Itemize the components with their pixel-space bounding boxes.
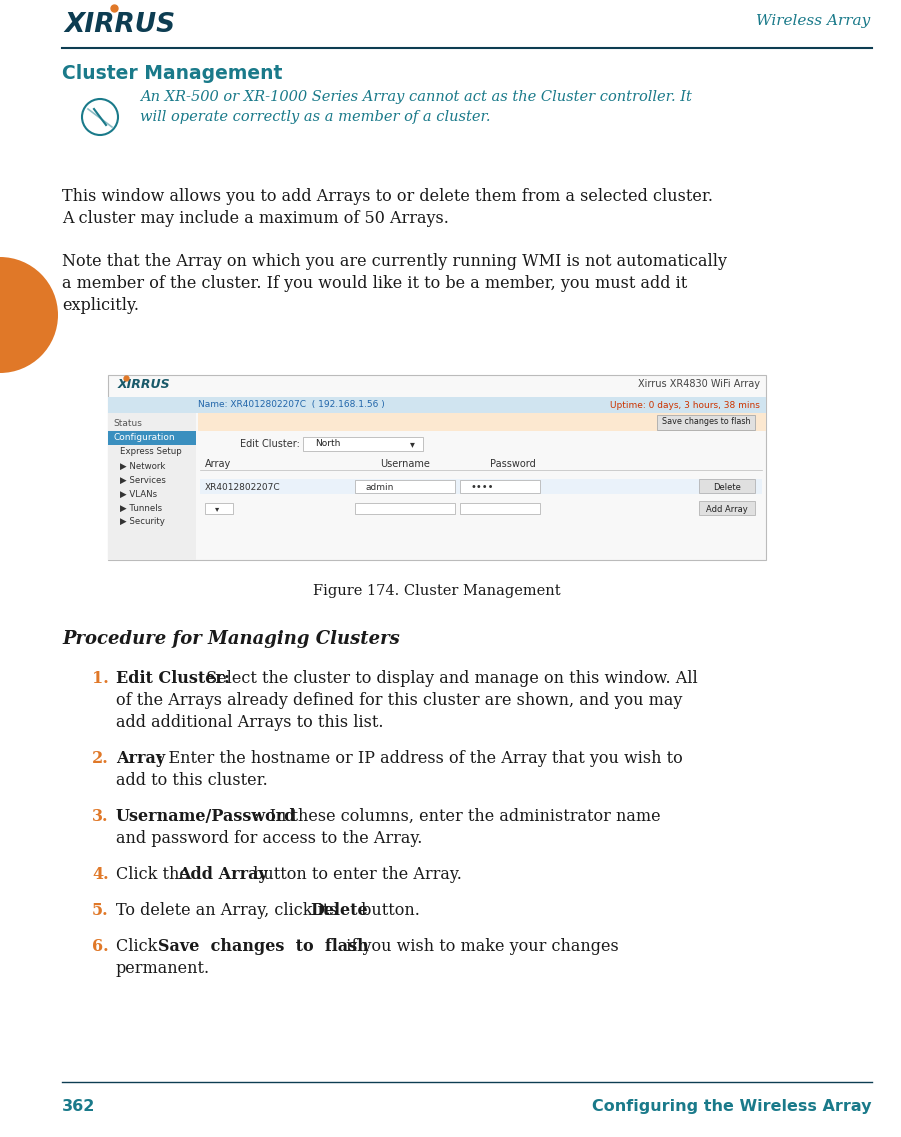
Text: Click: Click <box>116 938 168 955</box>
Text: : Enter the hostname or IP address of the Array that you wish to: : Enter the hostname or IP address of th… <box>158 750 683 767</box>
Bar <box>108 413 196 561</box>
Text: if you wish to make your changes: if you wish to make your changes <box>336 938 619 955</box>
Text: explicitly.: explicitly. <box>62 297 139 314</box>
Text: Click the: Click the <box>116 866 194 883</box>
Bar <box>198 413 766 431</box>
Text: Delete: Delete <box>713 482 741 491</box>
Text: ▾: ▾ <box>410 439 414 449</box>
Text: 1.: 1. <box>92 670 109 687</box>
Text: To delete an Array, click its: To delete an Array, click its <box>116 902 342 919</box>
Text: 4.: 4. <box>92 866 109 883</box>
Text: XIRRUS: XIRRUS <box>118 377 170 390</box>
Text: button to enter the Array.: button to enter the Array. <box>248 866 462 883</box>
Text: :  In these columns, enter the administrator name: : In these columns, enter the administra… <box>254 808 660 825</box>
Text: 5.: 5. <box>92 902 109 919</box>
Text: Array: Array <box>205 459 232 468</box>
Text: button.: button. <box>356 902 420 919</box>
Text: ▶ Network: ▶ Network <box>120 462 166 471</box>
Text: Configuration: Configuration <box>113 433 175 442</box>
Text: Uptime: 0 days, 3 hours, 38 mins: Uptime: 0 days, 3 hours, 38 mins <box>610 400 760 409</box>
Bar <box>205 503 233 514</box>
Text: Save changes to flash: Save changes to flash <box>661 417 751 426</box>
Text: Delete: Delete <box>310 902 368 919</box>
Text: Username/Password: Username/Password <box>116 808 296 825</box>
Text: ▶ Services: ▶ Services <box>120 475 166 484</box>
Text: North: North <box>315 440 341 448</box>
Text: Username: Username <box>380 459 430 468</box>
Text: This window allows you to add Arrays to or delete them from a selected cluster.: This window allows you to add Arrays to … <box>62 188 713 205</box>
Bar <box>303 437 423 451</box>
Bar <box>200 479 762 493</box>
Text: will operate correctly as a member of a cluster.: will operate correctly as a member of a … <box>140 110 490 124</box>
Text: of the Arrays already defined for this cluster are shown, and you may: of the Arrays already defined for this c… <box>116 692 682 709</box>
Text: admin: admin <box>365 482 394 491</box>
Text: Edit Cluster:: Edit Cluster: <box>241 439 300 449</box>
Text: Select the cluster to display and manage on this window. All: Select the cluster to display and manage… <box>201 670 697 687</box>
Text: A cluster may include a maximum of 50 Arrays.: A cluster may include a maximum of 50 Ar… <box>62 210 449 227</box>
Text: Xirrus XR4830 WiFi Array: Xirrus XR4830 WiFi Array <box>638 379 760 389</box>
Text: Figure 174. Cluster Management: Figure 174. Cluster Management <box>314 584 560 598</box>
FancyBboxPatch shape <box>657 415 755 430</box>
Text: 362: 362 <box>62 1099 96 1114</box>
Text: a member of the cluster. If you would like it to be a member, you must add it: a member of the cluster. If you would li… <box>62 275 687 292</box>
Text: Cluster Management: Cluster Management <box>62 64 282 83</box>
Text: Name: XR4012802207C  ( 192.168.1.56 ): Name: XR4012802207C ( 192.168.1.56 ) <box>198 400 385 409</box>
Text: Edit Cluster:: Edit Cluster: <box>116 670 230 687</box>
Text: Password: Password <box>490 459 536 468</box>
Text: Note that the Array on which you are currently running WMI is not automatically: Note that the Array on which you are cur… <box>62 254 727 269</box>
Text: XR4012802207C: XR4012802207C <box>205 482 280 491</box>
Text: add additional Arrays to this list.: add additional Arrays to this list. <box>116 714 384 731</box>
Text: Configuring the Wireless Array: Configuring the Wireless Array <box>593 1099 872 1114</box>
Text: XIRRUS: XIRRUS <box>65 13 176 38</box>
Text: add to this cluster.: add to this cluster. <box>116 772 268 789</box>
Text: Save  changes  to  flash: Save changes to flash <box>158 938 369 955</box>
Wedge shape <box>0 257 58 373</box>
Text: ▶ VLANs: ▶ VLANs <box>120 490 157 498</box>
Text: Express Setup: Express Setup <box>120 448 182 456</box>
Bar <box>460 503 540 514</box>
Bar <box>108 397 766 413</box>
Text: ▾: ▾ <box>214 505 219 514</box>
Bar <box>108 375 766 561</box>
Bar <box>355 480 455 493</box>
Text: 3.: 3. <box>92 808 108 825</box>
Text: and password for access to the Array.: and password for access to the Array. <box>116 830 423 847</box>
Bar <box>460 480 540 493</box>
Text: Add Array: Add Array <box>178 866 268 883</box>
Text: Status: Status <box>113 420 141 429</box>
Text: ▶ Security: ▶ Security <box>120 517 165 526</box>
Bar <box>108 431 196 445</box>
Text: ••••: •••• <box>470 482 494 492</box>
Text: An XR-500 or XR-1000 Series Array cannot act as the Cluster controller. It: An XR-500 or XR-1000 Series Array cannot… <box>140 90 692 103</box>
Text: Wireless Array: Wireless Array <box>756 14 870 28</box>
Text: ▶ Tunnels: ▶ Tunnels <box>120 504 162 513</box>
FancyBboxPatch shape <box>699 501 755 515</box>
Text: 6.: 6. <box>92 938 109 955</box>
Text: Add Array: Add Array <box>706 505 748 514</box>
Text: Procedure for Managing Clusters: Procedure for Managing Clusters <box>62 630 400 648</box>
Bar <box>355 503 455 514</box>
Text: 2.: 2. <box>92 750 109 767</box>
FancyBboxPatch shape <box>699 479 755 493</box>
Text: permanent.: permanent. <box>116 960 210 977</box>
Text: Array: Array <box>116 750 165 767</box>
